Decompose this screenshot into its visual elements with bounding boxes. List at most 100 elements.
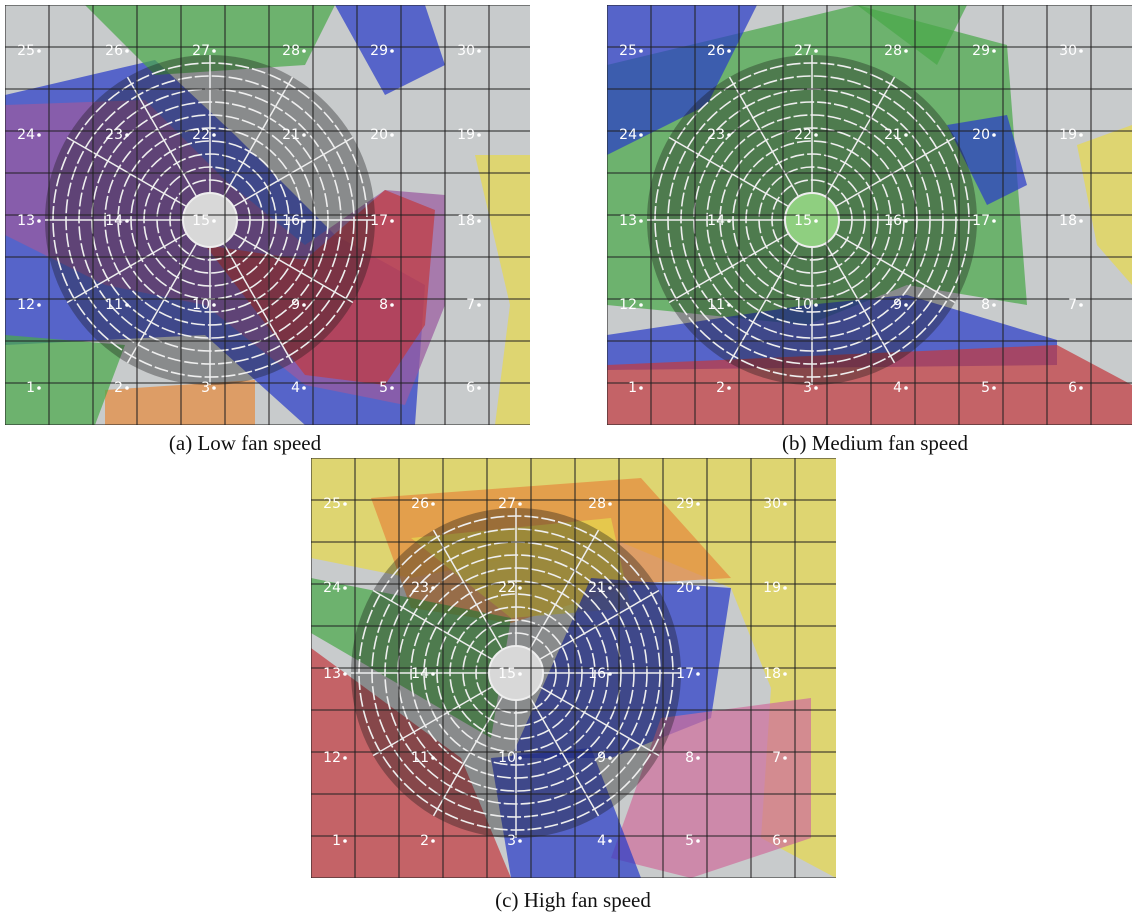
point-label: 20 <box>370 127 388 143</box>
point-label: 30 <box>457 43 475 59</box>
point-marker <box>1079 303 1083 307</box>
point-marker <box>783 586 787 590</box>
point-label: 27 <box>498 496 516 512</box>
point-marker <box>477 303 481 307</box>
caption: (a) Low fan speed <box>169 431 322 455</box>
point-label: 18 <box>763 666 781 682</box>
point-marker <box>696 502 700 506</box>
point-label: 30 <box>763 496 781 512</box>
point-marker <box>343 502 347 506</box>
point-label: 17 <box>972 213 990 229</box>
point-marker <box>431 839 435 843</box>
point-marker <box>608 672 612 676</box>
point-label: 3 <box>201 380 210 396</box>
fan-hub <box>785 193 839 247</box>
point-marker <box>431 502 435 506</box>
point-label: 14 <box>411 666 429 682</box>
point-marker <box>992 49 996 53</box>
point-marker <box>639 386 643 390</box>
point-marker <box>783 502 787 506</box>
fan-hub <box>489 646 543 700</box>
point-label: 8 <box>379 297 388 313</box>
fan-hub <box>183 193 237 247</box>
point-marker <box>343 672 347 676</box>
point-label: 23 <box>411 580 429 596</box>
point-marker <box>608 839 612 843</box>
point-marker <box>1079 133 1083 137</box>
point-label: 6 <box>1068 380 1077 396</box>
point-label: 9 <box>597 750 606 766</box>
point-marker <box>343 586 347 590</box>
panel: 1234567891011121314151617181920212223242… <box>607 5 1132 425</box>
point-marker <box>608 756 612 760</box>
point-marker <box>727 133 731 137</box>
point-label: 4 <box>893 380 902 396</box>
point-label: 13 <box>17 213 35 229</box>
point-label: 10 <box>192 297 210 313</box>
point-label: 12 <box>17 297 35 313</box>
point-label: 7 <box>466 297 475 313</box>
point-marker <box>390 133 394 137</box>
point-marker <box>639 303 643 307</box>
point-label: 24 <box>619 127 637 143</box>
point-marker <box>608 502 612 506</box>
point-label: 21 <box>884 127 902 143</box>
point-marker <box>125 49 129 53</box>
point-marker <box>37 386 41 390</box>
point-label: 14 <box>707 213 725 229</box>
point-marker <box>904 386 908 390</box>
point-label: 5 <box>379 380 388 396</box>
point-marker <box>390 386 394 390</box>
point-marker <box>814 133 818 137</box>
panel: 1234567891011121314151617181920212223242… <box>311 458 836 878</box>
point-label: 15 <box>498 666 516 682</box>
point-marker <box>212 219 216 223</box>
point-label: 9 <box>291 297 300 313</box>
point-label: 10 <box>794 297 812 313</box>
point-label: 27 <box>794 43 812 59</box>
point-marker <box>390 49 394 53</box>
caption: (c) High fan speed <box>495 888 651 912</box>
point-label: 26 <box>707 43 725 59</box>
point-marker <box>212 303 216 307</box>
point-marker <box>431 672 435 676</box>
point-marker <box>696 839 700 843</box>
point-marker <box>212 386 216 390</box>
point-marker <box>477 386 481 390</box>
point-label: 27 <box>192 43 210 59</box>
point-label: 17 <box>370 213 388 229</box>
point-marker <box>125 219 129 223</box>
point-marker <box>477 133 481 137</box>
figure: (a) Low fan speed (b) Medium fan speed (… <box>0 0 1132 916</box>
point-marker <box>992 386 996 390</box>
point-marker <box>992 219 996 223</box>
point-marker <box>343 839 347 843</box>
point-label: 15 <box>794 213 812 229</box>
point-label: 22 <box>498 580 516 596</box>
point-marker <box>302 49 306 53</box>
point-marker <box>37 133 41 137</box>
point-marker <box>608 586 612 590</box>
point-marker <box>814 219 818 223</box>
point-marker <box>343 756 347 760</box>
point-label: 21 <box>282 127 300 143</box>
point-label: 16 <box>282 213 300 229</box>
point-label: 1 <box>332 833 341 849</box>
point-label: 11 <box>105 297 123 313</box>
point-label: 10 <box>498 750 516 766</box>
point-label: 8 <box>685 750 694 766</box>
point-marker <box>639 49 643 53</box>
point-marker <box>1079 386 1083 390</box>
caption: (b) Medium fan speed <box>782 431 969 455</box>
point-marker <box>518 839 522 843</box>
point-label: 1 <box>628 380 637 396</box>
point-marker <box>302 386 306 390</box>
point-label: 26 <box>105 43 123 59</box>
point-marker <box>212 49 216 53</box>
point-label: 23 <box>707 127 725 143</box>
point-marker <box>992 303 996 307</box>
point-label: 18 <box>1059 213 1077 229</box>
point-label: 2 <box>716 380 725 396</box>
point-label: 18 <box>457 213 475 229</box>
point-label: 22 <box>192 127 210 143</box>
